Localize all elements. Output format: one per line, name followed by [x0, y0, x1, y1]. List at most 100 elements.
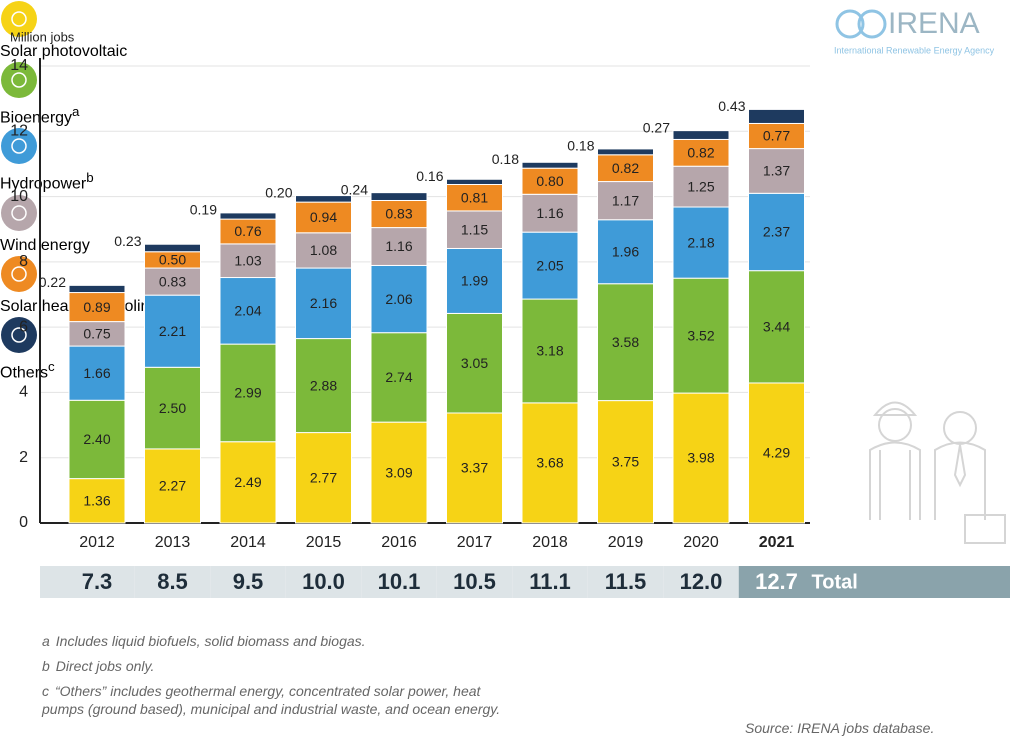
value-label: 0.77: [763, 128, 790, 144]
value-label: 0.16: [416, 168, 443, 184]
worker-illustration: [869, 401, 1006, 544]
value-label: 0.50: [159, 252, 186, 268]
value-label: 0.24: [341, 181, 368, 197]
y-tick-label: 4: [19, 384, 28, 401]
value-label: 3.44: [763, 319, 790, 335]
value-label: 1.08: [310, 242, 337, 258]
logo-icon: [857, 9, 887, 39]
bar-segment: [672, 277, 730, 394]
footnote-marker: b: [42, 658, 50, 674]
footnote: b Direct jobs only.: [42, 657, 522, 675]
value-label: 1.25: [687, 178, 714, 194]
total-title: Total: [812, 571, 858, 593]
y-axis-label: Million jobs: [10, 29, 75, 44]
bar-segment: [68, 478, 126, 524]
footnote-text: Direct jobs only.: [55, 658, 155, 674]
total-cell: [361, 566, 437, 598]
bar-segment: [748, 382, 805, 524]
value-label: 2.74: [385, 369, 412, 385]
bar-segment: [144, 267, 201, 296]
value-label: 3.18: [536, 343, 563, 359]
bar-segment: [521, 402, 579, 524]
bar-segment: [295, 267, 352, 340]
value-label: 2.40: [83, 431, 110, 447]
bar-segment: [370, 264, 428, 334]
value-label: 0.83: [159, 273, 186, 289]
legend-label: Othersc: [0, 359, 1015, 382]
logo: IRENA International Renewable Energy Age…: [834, 7, 995, 55]
total-cell: [210, 566, 286, 598]
bar-segment: [597, 148, 654, 156]
bar-segment: [672, 130, 730, 140]
source: Source: IRENA jobs database.: [745, 720, 935, 736]
y-tick-label: 6: [19, 318, 28, 335]
legend-swatch: [1, 1, 37, 37]
value-label: 2.27: [159, 478, 186, 494]
bar-segment: [672, 392, 730, 524]
bar-segment: [446, 247, 503, 314]
bar-segment: [521, 298, 579, 404]
legend-glyph: [11, 204, 27, 221]
bar-segment: [748, 108, 805, 124]
legend-swatch: [1, 194, 37, 231]
value-label: 0.83: [385, 206, 412, 222]
value-label: 1.16: [385, 238, 412, 254]
value-label: 1.17: [612, 192, 639, 208]
value-label: 1.15: [461, 221, 488, 237]
legend-note: b: [86, 170, 94, 186]
legend-note: a: [72, 104, 80, 119]
value-label: 2.50: [159, 400, 186, 416]
logo-icon: [835, 9, 865, 39]
legend-icon: [1, 194, 37, 231]
legend-name: Bioenergy: [0, 109, 73, 127]
value-label: 0.22: [39, 274, 66, 290]
value-label: 3.98: [687, 450, 714, 466]
value-label: 3.52: [687, 327, 714, 343]
value-label: 2.06: [385, 291, 412, 307]
value-label: 2.88: [310, 377, 337, 393]
x-tick-label: 2018: [532, 534, 568, 551]
value-label: 0.80: [536, 173, 563, 189]
total-cell: [663, 566, 739, 598]
bar-segment: [219, 441, 277, 524]
footnote: c “Others” includes geothermal energy, co…: [42, 682, 522, 718]
bar-segment: [521, 231, 579, 300]
logo-name: IRENA: [888, 7, 980, 40]
bar-segment: [521, 193, 579, 233]
value-label: 0.75: [83, 326, 110, 342]
bar-segment: [295, 195, 352, 203]
value-label: 2.21: [159, 323, 186, 339]
x-tick-label: 2019: [608, 534, 644, 551]
value-label: 2.49: [234, 474, 261, 490]
bar-segment: [521, 161, 579, 169]
value-label: 2.18: [687, 234, 714, 250]
total-label: 11.5: [605, 569, 647, 594]
bar-segment: [68, 321, 126, 347]
bar-segment: [68, 284, 126, 294]
value-label: 0.20: [265, 184, 292, 200]
y-tick-label: 12: [10, 123, 28, 140]
bar-segment: [144, 448, 201, 524]
total-label: 12.7: [755, 569, 798, 594]
value-label: 0.18: [567, 138, 594, 154]
legend-label: Wind energy: [0, 237, 1015, 255]
legend-name: Others: [0, 363, 49, 381]
value-label: 0.81: [461, 189, 488, 205]
value-label: 1.66: [83, 365, 110, 381]
value-label: 2.05: [536, 257, 563, 273]
total-label: 8.5: [157, 569, 188, 594]
x-tick-label: 2015: [306, 534, 342, 551]
value-label: 2.04: [234, 303, 261, 319]
legend-glyph: [11, 326, 27, 343]
footnote-marker: c: [42, 683, 49, 699]
legend-icon: [1, 255, 37, 292]
value-label: 3.09: [385, 464, 412, 480]
value-label: 0.43: [718, 98, 745, 114]
bar-segment: [748, 270, 805, 384]
total-cell: [436, 566, 513, 598]
total-cell: [512, 566, 588, 598]
bar-segment: [144, 294, 201, 368]
bar-segment: [295, 432, 352, 524]
legend-icon: [1, 316, 37, 353]
